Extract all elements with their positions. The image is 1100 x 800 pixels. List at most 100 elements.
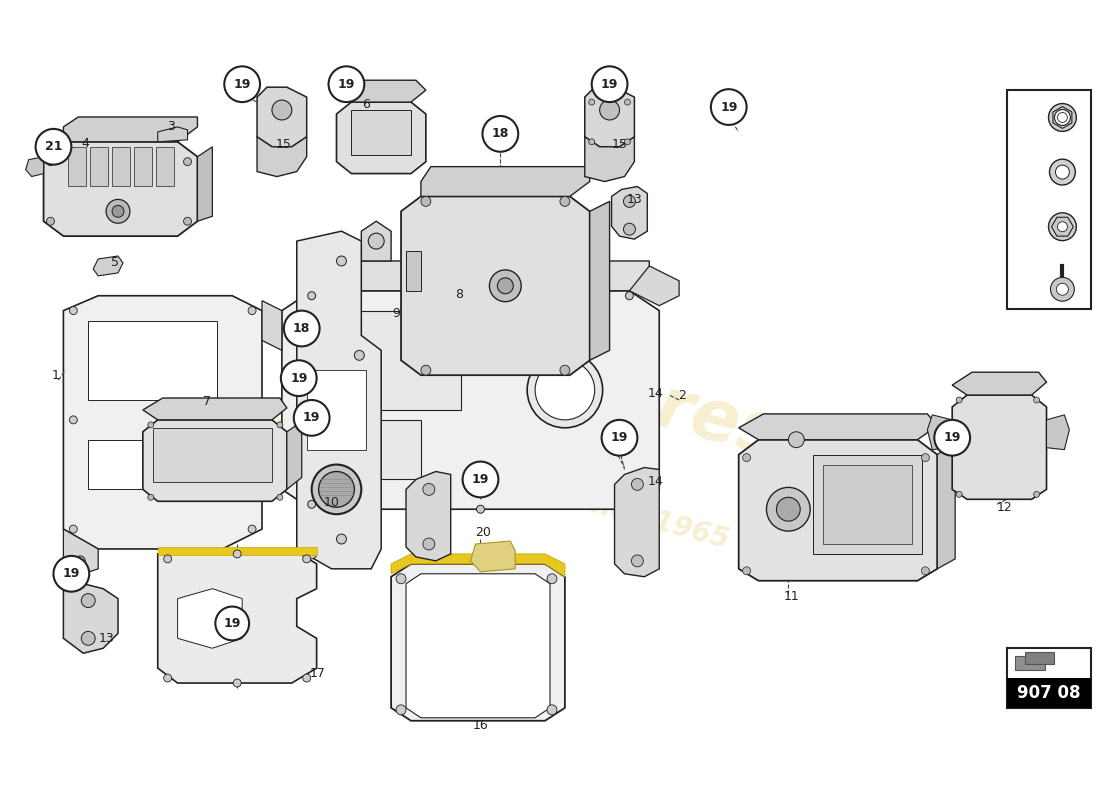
Circle shape (233, 550, 241, 558)
Polygon shape (406, 471, 451, 561)
Text: 14: 14 (648, 475, 663, 488)
Circle shape (742, 567, 750, 574)
Text: 17: 17 (310, 666, 326, 679)
Polygon shape (953, 372, 1046, 395)
Bar (1006, 678, 1091, 708)
Circle shape (483, 116, 518, 152)
Polygon shape (739, 440, 937, 581)
Circle shape (560, 366, 570, 375)
Text: 19: 19 (290, 372, 307, 385)
Circle shape (624, 223, 636, 235)
Bar (321, 310, 461, 410)
Circle shape (1048, 103, 1076, 131)
Polygon shape (471, 541, 515, 572)
Circle shape (396, 705, 406, 714)
Circle shape (35, 129, 72, 165)
Bar (813, 454, 923, 554)
Polygon shape (1052, 218, 1074, 236)
Circle shape (302, 674, 310, 682)
Circle shape (184, 158, 191, 166)
Circle shape (626, 292, 634, 300)
Text: 6: 6 (362, 98, 371, 110)
Circle shape (1034, 491, 1040, 498)
Circle shape (636, 500, 644, 508)
Text: 8: 8 (454, 288, 463, 302)
Polygon shape (585, 87, 635, 146)
Circle shape (69, 525, 77, 533)
Circle shape (742, 454, 750, 462)
Polygon shape (1053, 106, 1071, 128)
Circle shape (592, 66, 627, 102)
Circle shape (631, 555, 644, 567)
Polygon shape (198, 146, 212, 222)
Bar (1006, 648, 1091, 708)
Circle shape (560, 197, 570, 206)
Circle shape (249, 306, 256, 314)
Text: 7: 7 (204, 395, 211, 409)
Text: 10: 10 (323, 496, 340, 509)
Bar (153, 428, 272, 482)
Circle shape (1057, 113, 1067, 122)
Polygon shape (64, 569, 118, 654)
Bar (307, 370, 366, 450)
Circle shape (588, 99, 595, 105)
Circle shape (277, 422, 283, 428)
Circle shape (272, 100, 292, 120)
Circle shape (421, 197, 431, 206)
Circle shape (147, 422, 154, 428)
Text: a passion for parts since 1965: a passion for parts since 1965 (268, 405, 732, 554)
Circle shape (294, 400, 330, 436)
Circle shape (368, 233, 384, 249)
Text: 3: 3 (167, 121, 175, 134)
Circle shape (600, 100, 619, 120)
Polygon shape (157, 127, 187, 142)
Bar (321, 420, 421, 479)
Circle shape (147, 494, 154, 500)
Text: 19: 19 (472, 473, 490, 486)
Text: 9: 9 (392, 307, 400, 320)
Polygon shape (953, 395, 1046, 499)
Bar (88, 321, 218, 400)
Circle shape (280, 360, 317, 396)
Circle shape (1049, 159, 1076, 185)
Polygon shape (629, 266, 679, 306)
Text: 19: 19 (223, 617, 241, 630)
Polygon shape (590, 202, 609, 360)
Circle shape (54, 556, 89, 592)
Polygon shape (937, 442, 955, 569)
Circle shape (421, 366, 431, 375)
Text: 19: 19 (302, 411, 320, 424)
Text: 4: 4 (81, 138, 89, 150)
Text: 907 08: 907 08 (1018, 684, 1081, 702)
Polygon shape (44, 142, 198, 236)
Polygon shape (1025, 652, 1055, 664)
Polygon shape (262, 420, 282, 470)
Circle shape (463, 462, 498, 498)
Circle shape (422, 538, 435, 550)
Text: 20: 20 (1013, 167, 1027, 177)
Circle shape (547, 705, 557, 714)
Text: 14: 14 (648, 386, 663, 399)
Text: 15: 15 (612, 138, 627, 151)
Circle shape (249, 525, 256, 533)
Circle shape (1056, 283, 1068, 295)
Polygon shape (287, 422, 301, 490)
Circle shape (249, 416, 256, 424)
Circle shape (625, 139, 630, 145)
Text: 12: 12 (997, 501, 1013, 514)
Polygon shape (257, 137, 307, 177)
Bar (823, 465, 913, 544)
Circle shape (624, 195, 636, 207)
Bar (351, 110, 411, 154)
Bar (134, 146, 152, 186)
Bar (90, 146, 108, 186)
Polygon shape (406, 574, 550, 718)
Text: 19: 19 (338, 78, 355, 90)
Polygon shape (392, 554, 565, 577)
Circle shape (789, 432, 804, 448)
Circle shape (1034, 397, 1040, 403)
Text: 16: 16 (473, 719, 488, 732)
Circle shape (1055, 110, 1070, 126)
Circle shape (476, 286, 484, 294)
Polygon shape (257, 87, 307, 146)
